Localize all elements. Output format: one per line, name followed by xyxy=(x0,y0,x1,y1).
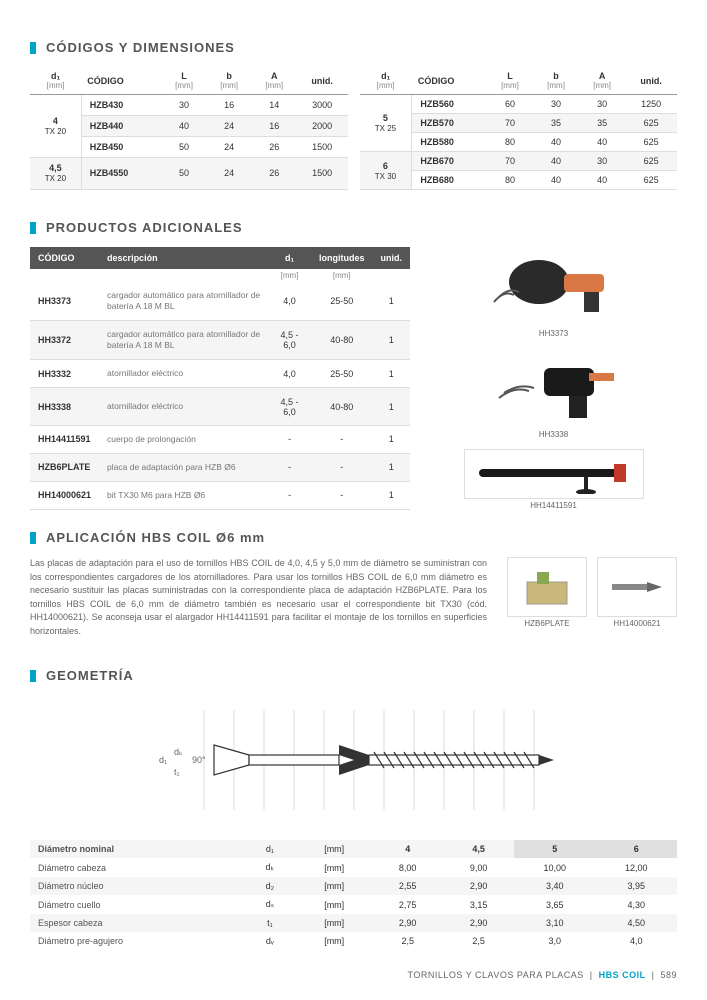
table-row: HH3332atornillador eléctrico4,025-501 xyxy=(30,360,410,388)
plate-icon xyxy=(512,562,582,612)
table-row: 6TX 30HZB670704030625 xyxy=(360,152,678,171)
table-row: Diámetro nominald₁[mm]44,556 xyxy=(30,840,677,858)
section-title: CÓDIGOS Y DIMENSIONES xyxy=(46,40,235,55)
codes-table-left: d₁[mm] CÓDIGO L[mm] b[mm] A[mm] unid. 4T… xyxy=(30,67,348,190)
table-row: HH3373cargador automático para atornilla… xyxy=(30,282,410,321)
products-table: CÓDIGO descripción d₁ longitudes unid. [… xyxy=(30,247,410,510)
table-row: Diámetro núcleod₂[mm]2,552,903,403,95 xyxy=(30,877,677,895)
product-images-column: HH3373 HH3338 xyxy=(430,247,677,510)
screw-diagram-icon: d₁ dₖ t₁ 90° xyxy=(104,700,604,820)
product-image: HH14000621 xyxy=(597,557,677,638)
application-images: HZB6PLATE HH14000621 xyxy=(507,557,677,638)
tool-drill-icon xyxy=(484,252,624,322)
section-marker xyxy=(30,42,36,54)
section-geometry-header: GEOMETRÍA xyxy=(30,668,677,683)
product-image: HH3373 xyxy=(484,247,624,338)
table-row: Diámetro cabezadₖ[mm]8,009,0010,0012,00 xyxy=(30,858,677,877)
bit-icon xyxy=(602,562,672,612)
table-row: 4,5TX 20HZB45505024261500 xyxy=(30,157,348,189)
geometry-table: Diámetro nominald₁[mm]44,556Diámetro cab… xyxy=(30,840,677,950)
section-products-header: PRODUCTOS ADICIONALES xyxy=(30,220,677,235)
geometry-diagram: d₁ dₖ t₁ 90° xyxy=(30,695,677,825)
section-codes-header: CÓDIGOS Y DIMENSIONES xyxy=(30,40,677,55)
table-row: Espesor cabezat₁[mm]2,902,903,104,50 xyxy=(30,914,677,932)
col-codigo: CÓDIGO xyxy=(81,67,161,95)
page-footer: TORNILLOS Y CLAVOS PARA PLACAS | HBS COI… xyxy=(30,970,677,980)
application-section: Las placas de adaptación para el uso de … xyxy=(30,557,677,638)
col-d1: d₁ xyxy=(51,71,60,81)
table-row: HH14411591cuerpo de prolongación--1 xyxy=(30,425,410,453)
geom-label-dk: dₖ xyxy=(174,747,183,757)
product-image: HH3338 xyxy=(484,348,624,439)
table-row: HZB6PLATEplaca de adaptación para HZB Ø6… xyxy=(30,453,410,481)
codes-table-right: d₁[mm] CÓDIGO L[mm] b[mm] A[mm] unid. 5T… xyxy=(360,67,678,190)
table-row: 4TX 20HZB4303016143000 xyxy=(30,95,348,116)
table-row: HH3372cargador automático para atornilla… xyxy=(30,321,410,360)
geom-label-t1: t₁ xyxy=(174,767,180,777)
product-image: HZB6PLATE xyxy=(507,557,587,638)
table-row: HH14000621bit TX30 M6 para HZB Ø6--1 xyxy=(30,481,410,509)
application-text: Las placas de adaptación para el uso de … xyxy=(30,557,487,638)
table-row: Diámetro pre-agujerodᵥ[mm]2,52,53,04,0 xyxy=(30,932,677,950)
codes-tables-row: d₁[mm] CÓDIGO L[mm] b[mm] A[mm] unid. 4T… xyxy=(30,67,677,190)
products-wrapper: CÓDIGO descripción d₁ longitudes unid. [… xyxy=(30,247,677,510)
table-row: Diámetro cuellodₛ[mm]2,753,153,654,30 xyxy=(30,895,677,914)
product-image: HH14411591 xyxy=(464,449,644,510)
geom-label-d1: d₁ xyxy=(159,755,167,765)
section-application-header: APLICACIÓN HBS COIL Ø6 mm xyxy=(30,530,677,545)
table-row: 5TX 25HZB5606030301250 xyxy=(360,95,678,114)
table-row: HH3338atornillador eléctrico4,5 - 6,040-… xyxy=(30,388,410,425)
geom-label-90: 90° xyxy=(192,755,206,765)
tool-screwdriver-icon xyxy=(484,353,624,423)
extension-bar-icon xyxy=(469,454,639,494)
